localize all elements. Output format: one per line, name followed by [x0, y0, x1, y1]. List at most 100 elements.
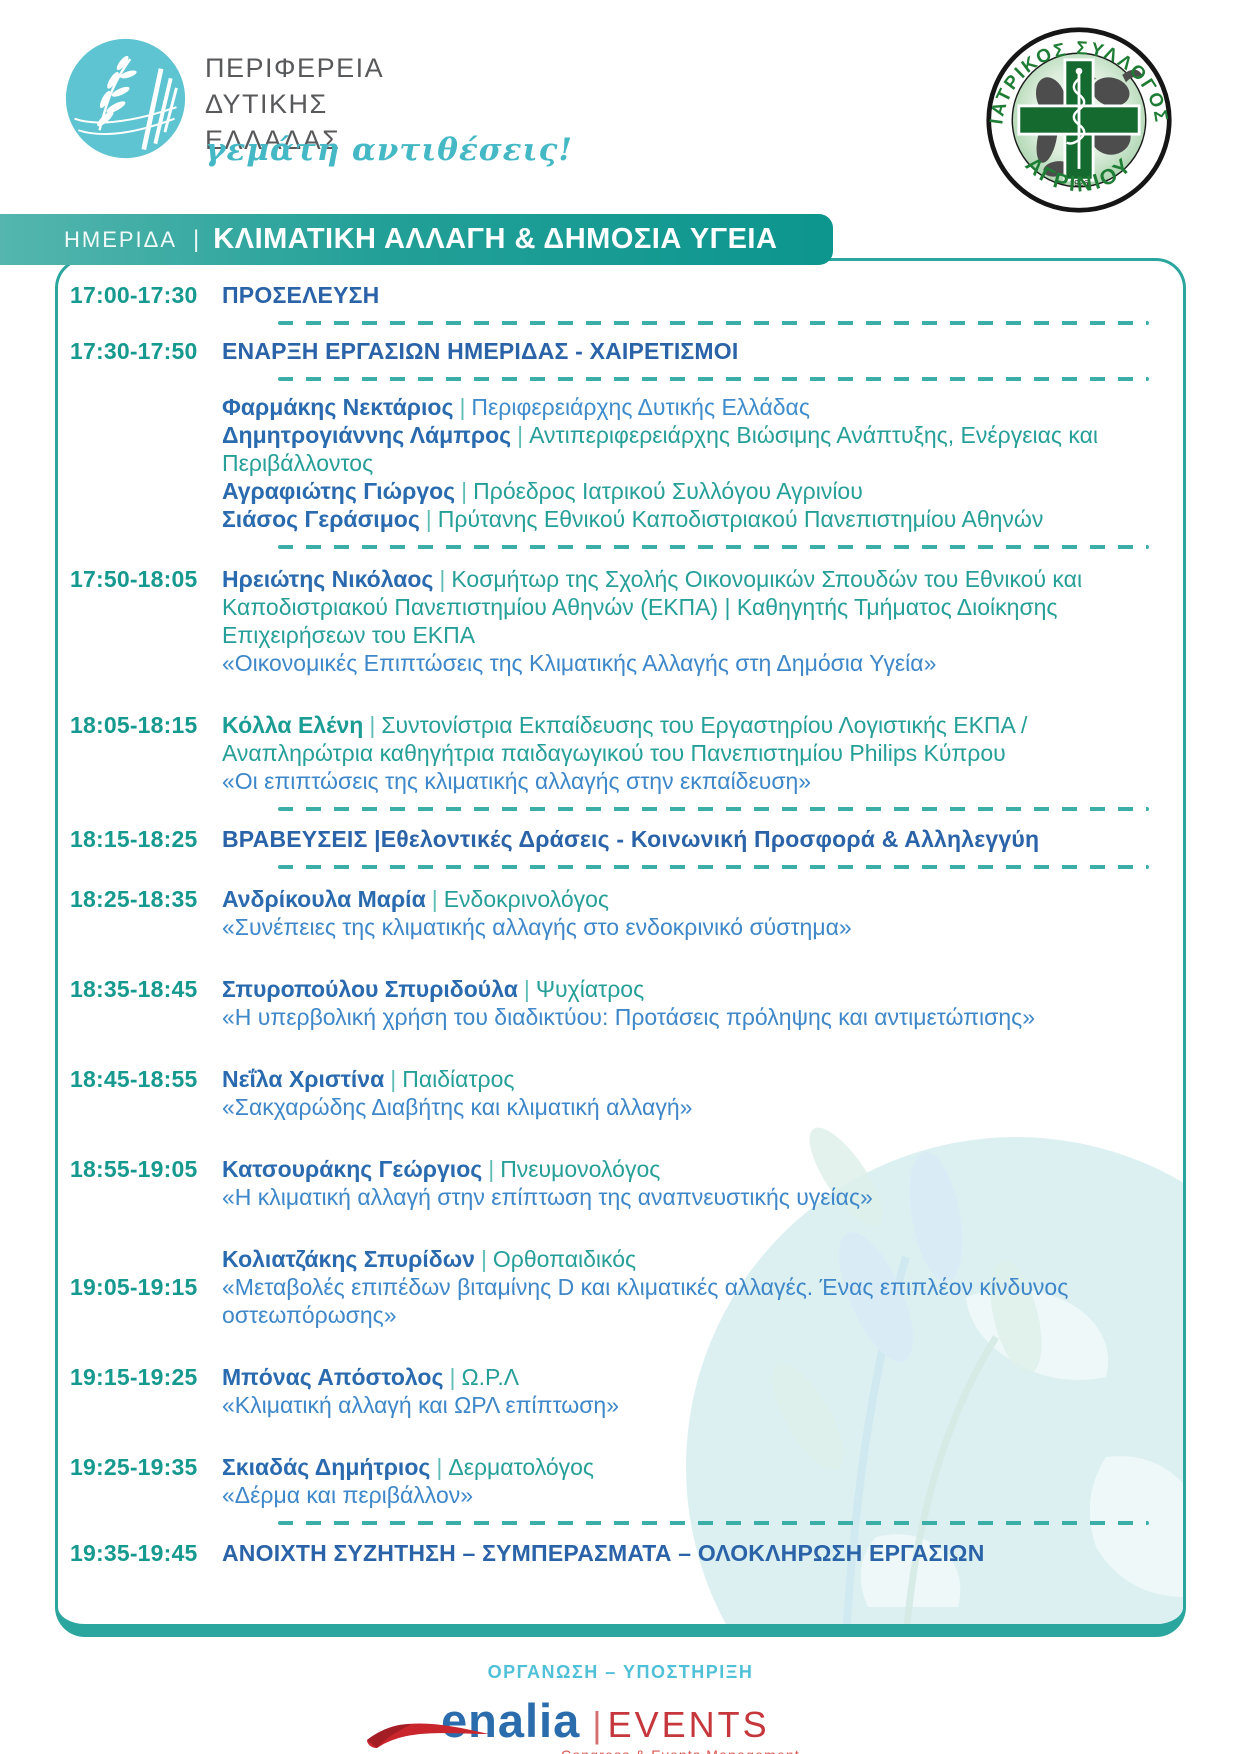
- speaker-line: Σιάσος Γεράσιμος | Πρύτανης Εθνικού Καποδι…: [222, 505, 1161, 533]
- pipe-separator: |: [436, 1454, 443, 1480]
- schedule-row: 19:35-19:45 ΑΝΟΙΧΤΗ ΣΥΖΗΤΗΣΗ – ΣΥΜΠΕΡΑΣΜ…: [66, 1539, 1167, 1567]
- speaker-name: Κολιατζάκης Σπυρίδων: [222, 1246, 475, 1272]
- speaker-line: Κατσουράκης Γεώργιος | Πνευμονολόγος: [222, 1155, 1161, 1183]
- schedule-row: 19:15-19:25 Μπόνας Απόστολος | Ω.Ρ.Λ «Κλιμ…: [66, 1363, 1167, 1419]
- schedule-row: 17:30-17:50 ΕΝΑΡΞΗ ΕΡΓΑΣΙΩΝ ΗΜΕΡΙΔΑΣ - Χ…: [66, 337, 1167, 365]
- medical-association-agrinio-badge-icon: 1926 ΙΑΤΡΙΚΟΣ ΣΥΛΛΟΓΟΣ ΑΓΡΙΝΙΟΥ: [985, 27, 1172, 213]
- speaker-role: Πρόεδρος Ιατρικού Συλλόγου Αγρινίου: [473, 478, 863, 504]
- time-label: 18:05-18:15: [70, 712, 198, 738]
- speaker-role: Ενδοκρινολόγος: [443, 886, 610, 912]
- session-title: ΑΝΟΙΧΤΗ ΣΥΖΗΤΗΣΗ – ΣΥΜΠΕΡΑΣΜΑΤΑ – ΟΛΟΚΛΗ…: [222, 1540, 985, 1566]
- time-label: 18:45-18:55: [70, 1066, 198, 1092]
- speaker-name: Κατσουράκης Γεώργιος: [222, 1156, 483, 1182]
- speaker-line: Δημητρογιάννης Λάμπρος | Αντιπεριφερειάρχη…: [222, 421, 1161, 477]
- schedule-list: 17:00-17:30 ΠΡΟΣΕΛΕΥΣΗ 17:30-17:50 ΕΝΑΡΞ…: [58, 261, 1183, 1575]
- pipe-separator: |: [517, 422, 524, 448]
- schedule-row: 18:55-19:05 Κατσουράκης Γεώργιος | Πνευμον…: [66, 1155, 1167, 1211]
- time-label: 17:50-18:05: [70, 566, 198, 592]
- talk-title: «Σακχαρώδης Διαβήτης και κλιματική αλλαγ…: [222, 1094, 693, 1120]
- session-title: ΕΝΑΡΞΗ ΕΡΓΑΣΙΩΝ ΗΜΕΡΙΔΑΣ - ΧΑΙΡΕΤΙΣΜΟΙ: [222, 338, 739, 364]
- dashed-divider: [278, 377, 1149, 381]
- schedule-row: 18:15-18:25 ΒΡΑΒΕΥΣΕΙΣ |Εθελοντικές Δράσ…: [66, 825, 1167, 853]
- speaker-line: Ηρειώτης Νικόλαος | Κοσμήτωρ της Σχολής Οι…: [222, 565, 1161, 649]
- dashed-divider: [278, 321, 1149, 325]
- talk-title: «Οι επιπτώσεις της κλιματικής αλλαγής στ…: [222, 768, 812, 794]
- time-label: 18:35-18:45: [70, 976, 198, 1002]
- time-label: 19:05-19:15: [70, 1274, 198, 1300]
- pipe-separator: |: [480, 1246, 487, 1272]
- speaker-name: Σιάσος Γεράσιμος: [222, 506, 420, 532]
- time-label: 19:15-19:25: [70, 1364, 198, 1390]
- enalia-wordmark: enalia: [440, 1694, 581, 1747]
- speaker-role: Δερματολόγος: [448, 1454, 595, 1480]
- enalia-tagline: Congress & Events Management: [441, 1747, 800, 1754]
- speaker-line: Νεΐλα Χριστίνα | Παιδίατρος: [222, 1065, 1161, 1093]
- dashed-divider: [278, 1521, 1149, 1525]
- speaker-name: Αγραφιώτης Γιώργος: [222, 478, 456, 504]
- time-label: 18:25-18:35: [70, 886, 198, 912]
- speaker-role: Πνευμονολόγος: [500, 1156, 661, 1182]
- speaker-line: Αγραφιώτης Γιώργος | Πρόεδρος Ιατρικού Συλ…: [222, 477, 1161, 505]
- schedule-row: 19:25-19:35 Σκιαδάς Δημήτριος | Δερματολόγ…: [66, 1453, 1167, 1509]
- speaker-name: Ανδρίκουλα Μαρία: [222, 886, 426, 912]
- time-label: 18:15-18:25: [70, 826, 198, 852]
- speaker-line: Μπόνας Απόστολος | Ω.Ρ.Λ: [222, 1363, 1161, 1391]
- session-title: ΠΡΟΣΕΛΕΥΣΗ: [222, 282, 380, 308]
- speaker-name: Ηρειώτης Νικόλαος: [222, 566, 434, 592]
- speaker-line: Φαρμάκης Νεκτάριος | Περιφερειάρχης Δυτική…: [222, 393, 1161, 421]
- speaker-role: Ορθοπαιδικός: [492, 1246, 637, 1272]
- dashed-divider: [278, 545, 1149, 549]
- speaker-role: Ω.Ρ.Λ: [461, 1364, 520, 1390]
- speaker-name: Νεΐλα Χριστίνα: [222, 1066, 385, 1092]
- speaker-role: Αντιπεριφερειάρχης Βιώσιμης Ανάπτυξης, Ε…: [222, 422, 1098, 476]
- badge-year: 1926: [1070, 178, 1089, 188]
- enalia-swoosh-icon: [366, 1723, 489, 1748]
- speaker-name: Σκιαδάς Δημήτριος: [222, 1454, 431, 1480]
- region-of-western-greece-logo-icon: [65, 38, 186, 159]
- pipe-separator: |: [431, 886, 438, 912]
- speaker-role: Περιφερειάρχης Δυτικής Ελλάδας: [471, 394, 810, 420]
- speaker-line: Ανδρίκουλα Μαρία | Ενδοκρινολόγος: [222, 885, 1161, 913]
- pipe-separator: |: [449, 1364, 456, 1390]
- speaker-line: Σπυροπούλου Σπυριδούλα | Ψυχίατρος: [222, 975, 1161, 1003]
- speaker-name: Κόλλα Ελένη: [222, 712, 364, 738]
- pipe-separator: |: [425, 506, 432, 532]
- schedule-row: 17:50-18:05 Ηρειώτης Νικόλαος | Κοσμήτωρ τ…: [66, 565, 1167, 677]
- speaker-line: Κολιατζάκης Σπυρίδων | Ορθοπαιδικός: [222, 1245, 1161, 1273]
- time-label: 18:55-19:05: [70, 1156, 198, 1182]
- schedule-row: 18:45-18:55 Νεΐλα Χριστίνα | Παιδίατρος «Σ…: [66, 1065, 1167, 1121]
- speaker-role: Ψυχίατρος: [535, 976, 645, 1002]
- speaker-role: Κοσμήτωρ της Σχολής Οικονομικών Σπουδών …: [222, 566, 1083, 648]
- talk-title: «Η υπερβολική χρήση του διαδικτύου: Προτ…: [222, 1004, 1035, 1030]
- pipe-separator: |: [459, 394, 466, 420]
- enalia-events-logo: enalia | EVENTS Congress & Events Manage…: [0, 1697, 1241, 1754]
- globe-leaves-watermark-icon: [686, 1127, 1183, 1624]
- region-line-3: ΕΛΛΑΔΑΣ: [205, 125, 341, 155]
- speaker-name: Δημητρογιάννης Λάμπρος: [222, 422, 512, 448]
- pipe-separator: |: [488, 1156, 495, 1182]
- enalia-events-text: EVENTS: [607, 1704, 770, 1745]
- event-title: ΚΛΙΜΑΤΙΚΗ ΑΛΛΑΓΗ & ΔΗΜΟΣΙΑ ΥΓΕΙΑ: [213, 223, 778, 255]
- organization-support-label: ΟΡΓΑΝΩΣΗ – ΥΠΟΣΤΗΡΙΞΗ: [487, 1662, 754, 1682]
- session-title: ΒΡΑΒΕΥΣΕΙΣ |Εθελοντικές Δράσεις - Κοινων…: [222, 826, 1040, 852]
- pipe-separator: |: [369, 712, 376, 738]
- speaker-name: Φαρμάκης Νεκτάριος: [222, 394, 454, 420]
- speaker-role: Παιδίατρος: [402, 1066, 515, 1092]
- schedule-row: 19:05-19:15 Κολιατζάκης Σπυρίδων | Ορθοπαι…: [66, 1245, 1167, 1329]
- talk-title: «Κλιματική αλλαγή και ΩΡΛ επίπτωση»: [222, 1392, 620, 1418]
- speaker-line: Σκιαδάς Δημήτριος | Δερματολόγος: [222, 1453, 1161, 1481]
- pipe-separator: |: [439, 566, 446, 592]
- pipe-separator: |: [461, 478, 468, 504]
- region-tagline: γεμάτη αντιθέσεις!: [205, 132, 573, 168]
- event-kicker: ΗΜΕΡΙΔΑ: [64, 226, 178, 252]
- schedule-box: 17:00-17:30 ΠΡΟΣΕΛΕΥΣΗ 17:30-17:50 ΕΝΑΡΞ…: [55, 258, 1186, 1637]
- speaker-role: Πρύτανης Εθνικού Καποδιστριακού Πανεπιστ…: [437, 506, 1044, 532]
- talk-title: «Η κλιματική αλλαγή στην επίπτωση της αν…: [222, 1184, 873, 1210]
- region-name: ΠΕΡΙΦΕΡΕΙΑ ΔΥΤΙΚΗΣ ΕΛΛΑΔΑΣ: [205, 50, 384, 158]
- schedule-row: 18:25-18:35 Ανδρίκουλα Μαρία | Ενδοκρινολό…: [66, 885, 1167, 941]
- dashed-divider: [278, 865, 1149, 869]
- enalia-logo-separator: |: [592, 1704, 602, 1745]
- region-line-1: ΠΕΡΙΦΕΡΕΙΑ: [205, 53, 385, 83]
- time-label: 17:00-17:30: [70, 282, 198, 308]
